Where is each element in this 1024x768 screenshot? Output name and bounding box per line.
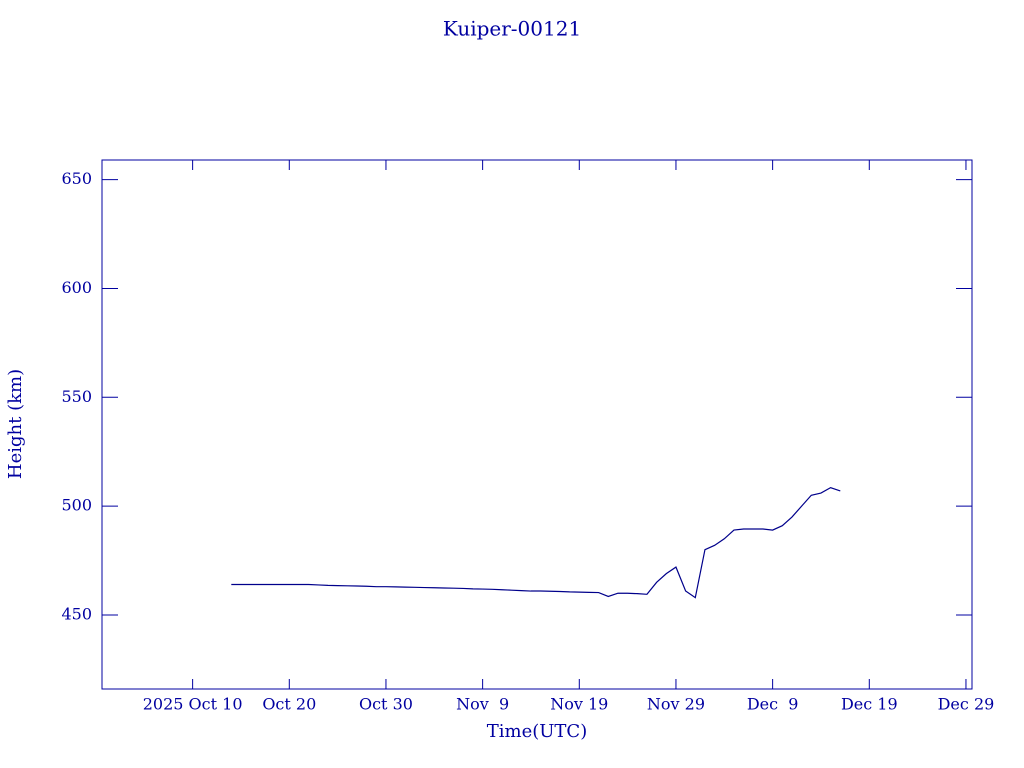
y-tick-label: 500 [61,496,92,515]
x-tick-label: Dec 19 [841,695,898,714]
x-tick-label: 2025 Oct 10 [143,695,243,714]
x-tick-label: Dec 29 [938,695,995,714]
x-axis-label: Time(UTC) [487,721,587,742]
plot-frame [101,159,973,690]
y-axis-label: Height (km) [5,369,26,479]
x-tick-label: Oct 20 [262,695,316,714]
chart-title: Kuiper-00121 [443,17,581,41]
x-tick-label: Nov 19 [550,695,608,714]
y-tick-label: 450 [61,604,92,623]
x-tick-label: Dec 9 [747,695,799,714]
y-tick-label: 650 [61,169,92,188]
x-tick-label: Nov 9 [456,695,509,714]
y-tick-label: 550 [61,387,92,406]
y-tick-label: 600 [61,278,92,297]
x-tick-label: Nov 29 [647,695,705,714]
data-line [231,486,841,599]
x-tick-label: Oct 30 [359,695,413,714]
